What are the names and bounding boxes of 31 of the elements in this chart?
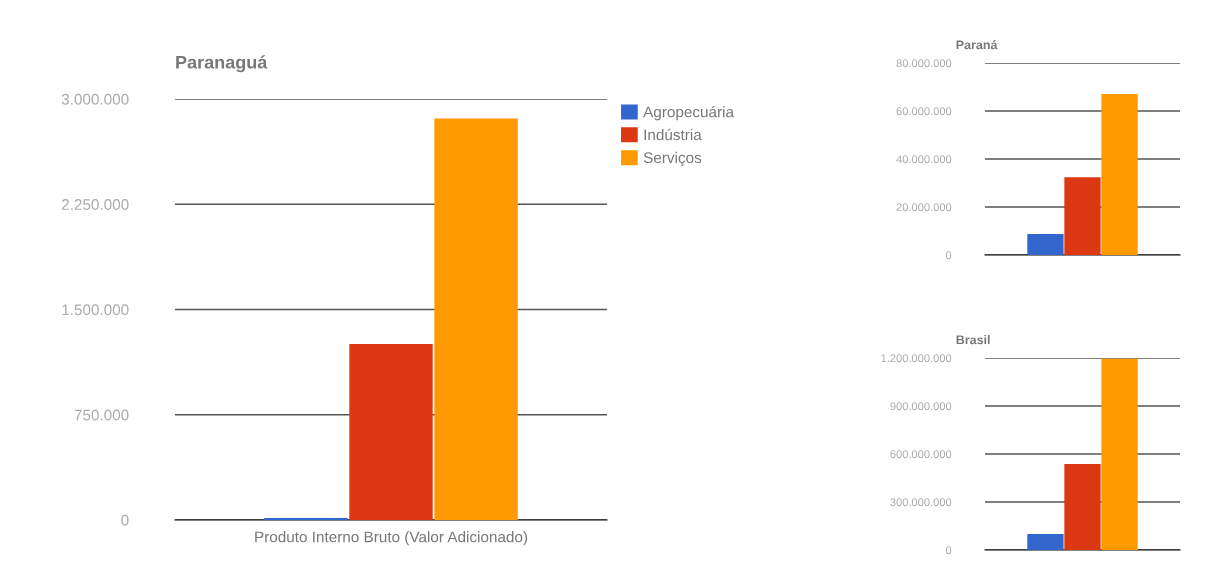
y-tick-label: 0 xyxy=(945,251,952,260)
y-tick-label: 20.000.000 xyxy=(896,203,952,212)
legend-label: Indústria xyxy=(644,128,702,141)
bar xyxy=(1064,464,1101,550)
y-tick-label: 80.000.000 xyxy=(896,59,952,68)
x-tick-label: Produto Interno Bruto (Valor Adicionado) xyxy=(255,531,528,546)
y-tick-label: 900.000.000 xyxy=(890,402,952,411)
bar xyxy=(1027,534,1064,550)
y-tick-label: 600.000.000 xyxy=(890,450,952,459)
bar xyxy=(1027,233,1064,255)
y-tick-label: 3.000.000 xyxy=(61,93,129,105)
y-tick-label: 2.250.000 xyxy=(61,199,129,210)
bar xyxy=(1064,177,1101,255)
y-tick-label: 1.500.000 xyxy=(62,304,129,316)
y-tick-label: 60.000.000 xyxy=(896,107,952,116)
y-tick-label: 0 xyxy=(945,546,952,555)
y-tick-label: 750.000 xyxy=(74,409,129,421)
legend-label: Serviços xyxy=(643,151,702,167)
y-tick-label: 0 xyxy=(121,514,129,526)
chart-title: Paraná xyxy=(956,39,998,50)
y-tick-label: 1.200.000.000 xyxy=(881,354,952,363)
y-tick-label: 300.000.000 xyxy=(890,498,952,507)
y-tick-label: 40.000.000 xyxy=(896,155,952,164)
chart-title: Paranaguá xyxy=(176,55,268,73)
legend-label: Agropecuária xyxy=(643,105,735,121)
bar xyxy=(349,344,433,520)
bar xyxy=(1101,93,1138,255)
bar xyxy=(434,118,518,520)
bar xyxy=(1101,358,1138,550)
chart-title: Brasil xyxy=(956,335,990,345)
bar xyxy=(264,517,348,520)
